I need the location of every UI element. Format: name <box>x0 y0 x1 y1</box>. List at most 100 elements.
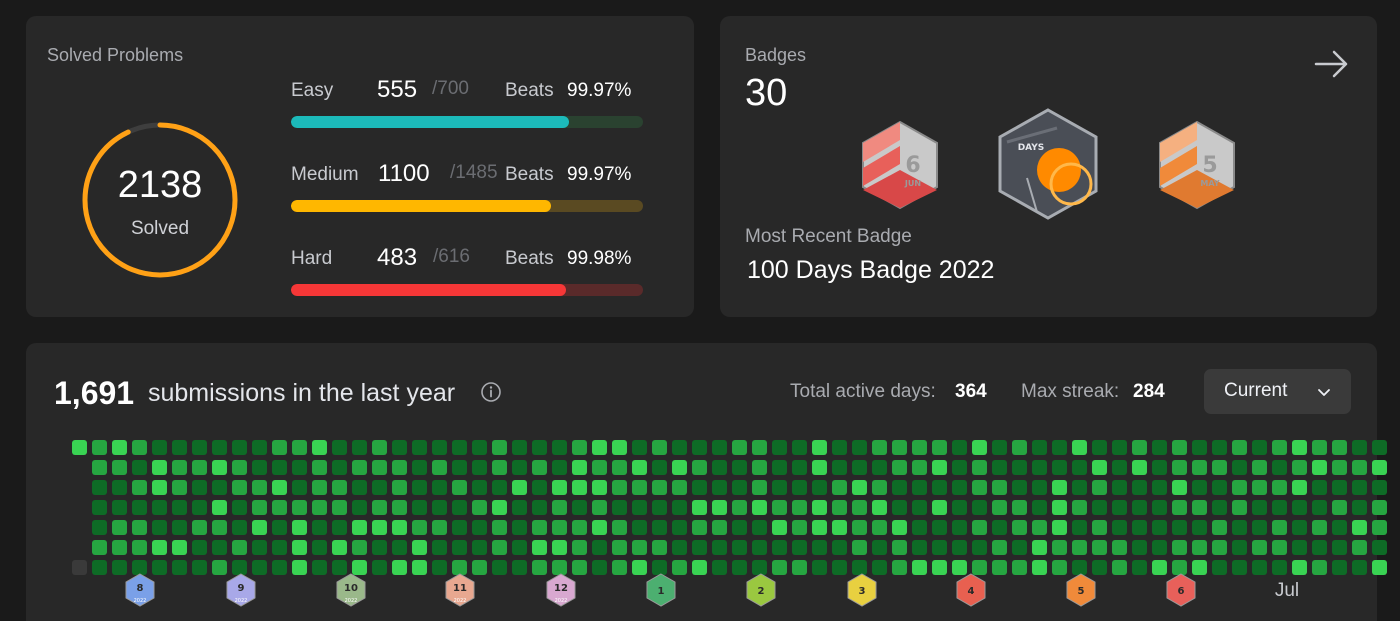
heatmap-cell[interactable] <box>1032 480 1047 495</box>
heatmap-cell[interactable] <box>792 460 807 475</box>
heatmap-cell[interactable] <box>292 520 307 535</box>
heatmap-cell[interactable] <box>772 440 787 455</box>
heatmap-cell[interactable] <box>712 540 727 555</box>
heatmap-cell[interactable] <box>1352 500 1367 515</box>
heatmap-cell[interactable] <box>832 440 847 455</box>
heatmap-cell[interactable] <box>112 460 127 475</box>
heatmap-cell[interactable] <box>952 520 967 535</box>
heatmap-cell[interactable] <box>1032 540 1047 555</box>
heatmap-cell[interactable] <box>632 540 647 555</box>
heatmap-cell[interactable] <box>192 460 207 475</box>
heatmap-cell[interactable] <box>272 520 287 535</box>
heatmap-cell[interactable] <box>1092 540 1107 555</box>
heatmap-cell[interactable] <box>532 460 547 475</box>
heatmap-cell[interactable] <box>672 480 687 495</box>
heatmap-cell[interactable] <box>652 560 667 575</box>
heatmap-cell[interactable] <box>1172 440 1187 455</box>
heatmap-cell[interactable] <box>752 440 767 455</box>
heatmap-cell[interactable] <box>812 500 827 515</box>
heatmap-cell[interactable] <box>1192 520 1207 535</box>
heatmap-cell[interactable] <box>672 440 687 455</box>
heatmap-cell[interactable] <box>272 480 287 495</box>
heatmap-cell[interactable] <box>652 480 667 495</box>
heatmap-cell[interactable] <box>1192 480 1207 495</box>
heatmap-cell[interactable] <box>272 540 287 555</box>
heatmap-cell[interactable] <box>1252 440 1267 455</box>
heatmap-cell[interactable] <box>732 480 747 495</box>
heatmap-cell[interactable] <box>552 500 567 515</box>
heatmap-cell[interactable] <box>1212 480 1227 495</box>
heatmap-cell[interactable] <box>532 440 547 455</box>
heatmap-cell[interactable] <box>252 480 267 495</box>
100-days-badge-icon[interactable]: DAYS <box>997 108 1099 220</box>
heatmap-cell[interactable] <box>292 440 307 455</box>
heatmap-cell[interactable] <box>972 460 987 475</box>
heatmap-cell[interactable] <box>992 520 1007 535</box>
heatmap-cell[interactable] <box>132 560 147 575</box>
heatmap-cell[interactable] <box>752 520 767 535</box>
heatmap-cell[interactable] <box>192 440 207 455</box>
heatmap-cell[interactable] <box>112 540 127 555</box>
heatmap-cell[interactable] <box>392 520 407 535</box>
heatmap-cell[interactable] <box>332 520 347 535</box>
heatmap-cell[interactable] <box>1092 440 1107 455</box>
heatmap-cell[interactable] <box>792 560 807 575</box>
heatmap-cell[interactable] <box>252 440 267 455</box>
heatmap-cell[interactable] <box>492 520 507 535</box>
heatmap-cell[interactable] <box>1112 460 1127 475</box>
heatmap-cell[interactable] <box>172 540 187 555</box>
heatmap-cell[interactable] <box>692 460 707 475</box>
heatmap-cell[interactable] <box>1072 440 1087 455</box>
heatmap-cell[interactable] <box>1292 540 1307 555</box>
heatmap-cell[interactable] <box>312 500 327 515</box>
heatmap-cell[interactable] <box>1052 540 1067 555</box>
heatmap-cell[interactable] <box>272 560 287 575</box>
heatmap-cell[interactable] <box>852 560 867 575</box>
heatmap-cell[interactable] <box>1332 500 1347 515</box>
heatmap-cell[interactable] <box>992 560 1007 575</box>
heatmap-cell[interactable] <box>612 520 627 535</box>
heatmap-cell[interactable] <box>1332 460 1347 475</box>
heatmap-cell[interactable] <box>692 540 707 555</box>
heatmap-cell[interactable] <box>932 440 947 455</box>
heatmap-cell[interactable] <box>1052 480 1067 495</box>
heatmap-cell[interactable] <box>1132 520 1147 535</box>
heatmap-cell[interactable] <box>552 440 567 455</box>
heatmap-cell[interactable] <box>1352 480 1367 495</box>
heatmap-cell[interactable] <box>792 500 807 515</box>
heatmap-cell[interactable] <box>1312 540 1327 555</box>
heatmap-cell[interactable] <box>152 440 167 455</box>
heatmap-cell[interactable] <box>512 500 527 515</box>
heatmap-cell[interactable] <box>312 460 327 475</box>
heatmap-cell[interactable] <box>352 440 367 455</box>
heatmap-cell[interactable] <box>432 500 447 515</box>
may-badge-icon[interactable]: 5 MAY <box>1157 120 1237 210</box>
heatmap-cell[interactable] <box>912 460 927 475</box>
heatmap-cell[interactable] <box>652 540 667 555</box>
heatmap-cell[interactable] <box>872 440 887 455</box>
heatmap-cell[interactable] <box>972 560 987 575</box>
heatmap-cell[interactable] <box>712 520 727 535</box>
heatmap-cell[interactable] <box>592 520 607 535</box>
heatmap-cell[interactable] <box>1032 500 1047 515</box>
heatmap-cell[interactable] <box>292 480 307 495</box>
heatmap-cell[interactable] <box>572 500 587 515</box>
heatmap-cell[interactable] <box>932 480 947 495</box>
heatmap-cell[interactable] <box>1272 520 1287 535</box>
jun-badge-icon[interactable]: 6 JUN <box>860 120 940 210</box>
heatmap-cell[interactable] <box>632 440 647 455</box>
heatmap-cell[interactable] <box>1152 440 1167 455</box>
heatmap-cell[interactable] <box>152 500 167 515</box>
heatmap-cell[interactable] <box>1232 480 1247 495</box>
heatmap-cell[interactable] <box>272 460 287 475</box>
heatmap-cell[interactable] <box>412 500 427 515</box>
heatmap-cell[interactable] <box>412 560 427 575</box>
heatmap-cell[interactable] <box>1092 520 1107 535</box>
heatmap-cell[interactable] <box>172 520 187 535</box>
heatmap-cell[interactable] <box>1072 460 1087 475</box>
heatmap-cell[interactable] <box>1012 440 1027 455</box>
heatmap-cell[interactable] <box>792 520 807 535</box>
heatmap-cell[interactable] <box>432 480 447 495</box>
heatmap-cell[interactable] <box>1272 560 1287 575</box>
heatmap-cell[interactable] <box>672 540 687 555</box>
